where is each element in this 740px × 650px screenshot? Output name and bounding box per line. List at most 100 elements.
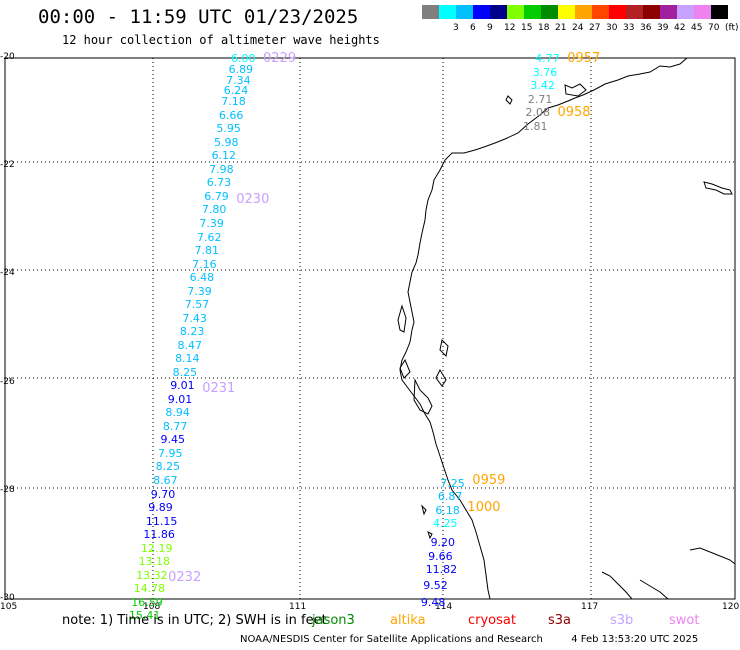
pass-time-label: 0958 — [557, 105, 591, 121]
map-frame — [4, 57, 736, 600]
footer-credit: NOAA/NESDIS Center for Satellite Applica… — [240, 634, 543, 645]
satellite-cryosat: cryosat — [468, 613, 516, 628]
legend-label: 70 — [708, 23, 720, 33]
wave-height-value: 8.77 — [162, 419, 188, 433]
lat-label: -30 — [0, 593, 15, 603]
legend-label: 45 — [691, 23, 703, 33]
lon-label: 117 — [581, 602, 599, 612]
legend-swatch — [490, 5, 507, 19]
legend-swatch — [660, 5, 677, 19]
wave-height-value: 6.12 — [211, 149, 237, 163]
footer-timestamp: 4 Feb 13:53:20 UTC 2025 — [571, 634, 699, 645]
lat-label: -22 — [0, 160, 15, 171]
lat-label: -26 — [0, 376, 15, 387]
page-subtitle: 12 hour collection of altimeter wave hei… — [62, 33, 380, 47]
page-title: 00:00 - 11:59 UTC 01/23/2025 — [38, 6, 359, 28]
wave-height-value: 6.00 — [231, 52, 256, 65]
pass-time-label: 1000 — [467, 500, 501, 516]
wave-height-value: 14.78 — [133, 582, 166, 596]
pass-time-label: 0230 — [236, 191, 270, 207]
lon-label: 105 — [0, 602, 18, 612]
wave-height-value: 9.48 — [420, 595, 446, 609]
legend-swatch — [558, 5, 575, 19]
legend-swatch — [473, 5, 490, 19]
legend-swatch — [609, 5, 626, 19]
legend-swatch — [677, 5, 694, 19]
wave-height-value: 9.70 — [150, 487, 176, 501]
wave-height-value: 6.89 — [228, 62, 254, 76]
pass-time-label: 0957 — [567, 51, 601, 66]
pass-time-label: 0232 — [168, 570, 202, 586]
legend-swatch — [456, 5, 473, 19]
legend-label: 30 — [606, 23, 618, 33]
legend-swatch — [524, 5, 541, 19]
wave-height-value: 6.73 — [206, 176, 232, 190]
legend-label: 12 — [504, 23, 516, 33]
wave-height-value: 11.15 — [145, 514, 178, 528]
wave-height-value: 12.19 — [141, 541, 173, 555]
wave-height-value: 13.32 — [136, 568, 168, 582]
satellite-s3a: s3a — [548, 613, 572, 628]
wave-height-value: 6.87 — [437, 490, 463, 504]
lat-label: -28 — [0, 484, 15, 495]
wave-height-value: 11.86 — [143, 528, 175, 542]
satellite-altika: altika — [390, 613, 426, 628]
wave-height-value: 3.76 — [532, 65, 558, 79]
legend-label: 15 — [521, 23, 533, 33]
wave-height-value: 9.20 — [430, 536, 456, 550]
wave-height-value: 7.18 — [221, 95, 246, 109]
wave-height-value: 2.71 — [527, 92, 553, 106]
legend-label: 24 — [572, 23, 584, 33]
legend-swatch — [592, 5, 609, 19]
wave-height-value: 9.01 — [170, 379, 195, 393]
lat-label: -24 — [0, 268, 15, 279]
wave-height-value: 9.01 — [167, 392, 193, 406]
coastline — [397, 57, 736, 600]
legend-label: 33 — [623, 23, 635, 33]
wave-height-value: 9.66 — [428, 549, 453, 563]
wave-height-value: 7.39 — [187, 284, 212, 298]
wave-height-value: 9.89 — [148, 501, 173, 515]
note-text: note: 1) Time is in UTC; 2) SWH is in fe… — [62, 613, 327, 628]
wave-height-value: 8.25 — [155, 460, 181, 474]
wave-height-value: 7.43 — [182, 311, 207, 325]
legend-swatch — [694, 5, 711, 19]
legend-label: 36 — [640, 23, 652, 33]
wave-height-value: 5.98 — [214, 135, 239, 149]
wave-height-value: 7.80 — [201, 203, 227, 217]
wave-height-value: 7.81 — [194, 244, 220, 258]
wave-height-value: 13.18 — [138, 555, 171, 569]
pass-time-label: 0229 — [263, 51, 297, 66]
wave-height-value: 1.81 — [523, 119, 548, 133]
wave-height-value: 8.25 — [172, 365, 198, 379]
legend-label: 27 — [589, 23, 601, 33]
wave-height-value: 9.45 — [160, 433, 185, 447]
wave-height-value: 7.34 — [226, 73, 251, 87]
legend-swatch — [626, 5, 643, 19]
legend-label: 21 — [555, 23, 567, 33]
wave-height-value: 6.48 — [189, 271, 215, 285]
legend-label: 9 — [487, 23, 493, 33]
wave-height-value: 15.41 — [128, 609, 161, 623]
wave-height-value: 6.24 — [223, 84, 249, 98]
wave-height-value: 8.14 — [175, 352, 200, 366]
lon-label: 114 — [435, 602, 453, 612]
wave-height-value: 7.98 — [209, 162, 234, 176]
lat-label: -20 — [0, 52, 15, 62]
wave-height-value: 4.77 — [535, 52, 560, 65]
lon-label: 108 — [143, 602, 161, 612]
wave-height-value: 8.94 — [165, 406, 190, 420]
legend-swatch — [439, 5, 456, 19]
lon-label: 111 — [289, 602, 307, 612]
wave-height-value: 16.59 — [131, 595, 163, 609]
wave-height-value: 7.25 — [440, 476, 465, 490]
wave-height-value: 11.82 — [425, 563, 458, 577]
wave-height-value: 5.95 — [216, 122, 241, 136]
wave-height-value: 9.52 — [423, 579, 448, 593]
wave-height-value: 7.62 — [196, 230, 222, 244]
wave-height-value: 6.79 — [204, 189, 229, 203]
legend-label: 39 — [657, 23, 669, 33]
satellite-jason3: jason3 — [312, 613, 355, 628]
legend-swatch — [575, 5, 592, 19]
